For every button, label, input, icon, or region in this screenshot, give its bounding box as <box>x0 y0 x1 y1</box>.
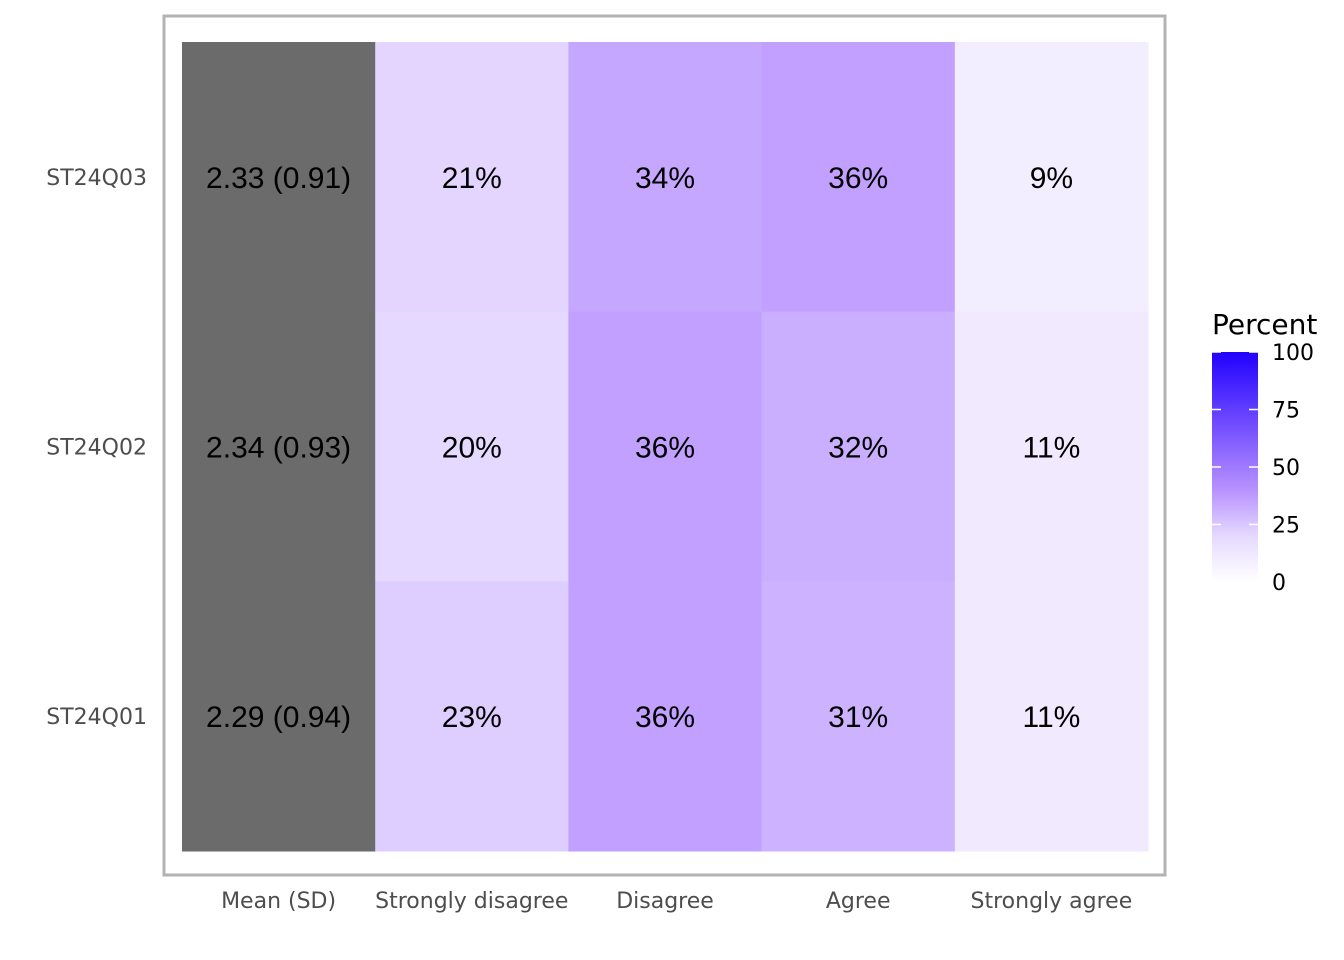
cell-value-label: 36% <box>635 432 695 465</box>
mean-cell <box>182 311 376 582</box>
color-legend: Percent 100 75 50 25 0 <box>1212 308 1317 596</box>
cell-value-label: 21% <box>442 162 502 195</box>
x-axis-labels: Mean (SD) Strongly disagree Disagree Agree S… <box>221 889 1132 914</box>
cell-value-label: 11% <box>1022 432 1080 465</box>
heatmap-cell <box>375 42 569 313</box>
legend-ticks: 100 75 50 25 0 <box>1212 341 1314 596</box>
y-tick-label: ST24Q01 <box>46 705 147 730</box>
cell-value-label: 11% <box>1022 701 1080 734</box>
y-axis-labels: ST24Q03 ST24Q02 ST24Q01 <box>46 166 147 730</box>
cell-value-label: 9% <box>1030 162 1073 195</box>
legend-title: Percent <box>1212 308 1317 341</box>
heatmap-cell <box>761 42 956 313</box>
cell-value-label: 34% <box>635 162 695 195</box>
legend-tick-label: 75 <box>1272 399 1300 424</box>
heatmap-cell <box>375 311 569 582</box>
cell-value-label: 23% <box>442 701 502 734</box>
heatmap-cell <box>761 581 956 852</box>
y-tick-label: ST24Q02 <box>46 436 147 461</box>
cell-value-label: 32% <box>828 432 888 465</box>
mean-cell <box>182 581 376 852</box>
mean-cell-label: 2.33 (0.91) <box>206 162 351 195</box>
mean-cell-label: 2.34 (0.93) <box>206 432 351 465</box>
heatmap-cells: 2.33 (0.91) 21% 34% 36% 9% 2.34 (0.93) 20% 36% 3… <box>182 42 1149 852</box>
cell-value-label: 20% <box>442 432 502 465</box>
heatmap-cell <box>568 42 763 313</box>
heatmap-cell <box>954 42 1149 313</box>
legend-tick-label: 0 <box>1272 571 1286 596</box>
legend-tick-label: 25 <box>1272 514 1300 539</box>
y-tick-label: ST24Q03 <box>46 166 147 191</box>
x-tick-label: Strongly agree <box>971 889 1133 914</box>
legend-tick-label: 100 <box>1272 341 1314 366</box>
x-tick-label: Mean (SD) <box>221 889 336 914</box>
legend-tick-label: 50 <box>1272 456 1300 481</box>
x-tick-label: Disagree <box>616 889 714 914</box>
mean-cell-label: 2.29 (0.94) <box>206 701 351 734</box>
cell-value-label: 36% <box>635 701 695 734</box>
heatmap-cell <box>568 581 763 852</box>
heatmap-cell <box>954 581 1149 852</box>
heatmap-cell <box>375 581 569 852</box>
x-tick-label: Strongly disagree <box>375 889 568 914</box>
cell-value-label: 36% <box>828 162 888 195</box>
cell-value-label: 31% <box>828 701 888 734</box>
mean-cell <box>182 42 376 313</box>
heatmap-cell <box>568 311 763 582</box>
heatmap-cell <box>954 311 1149 582</box>
heatmap-cell <box>761 311 956 582</box>
x-tick-label: Agree <box>826 889 891 914</box>
